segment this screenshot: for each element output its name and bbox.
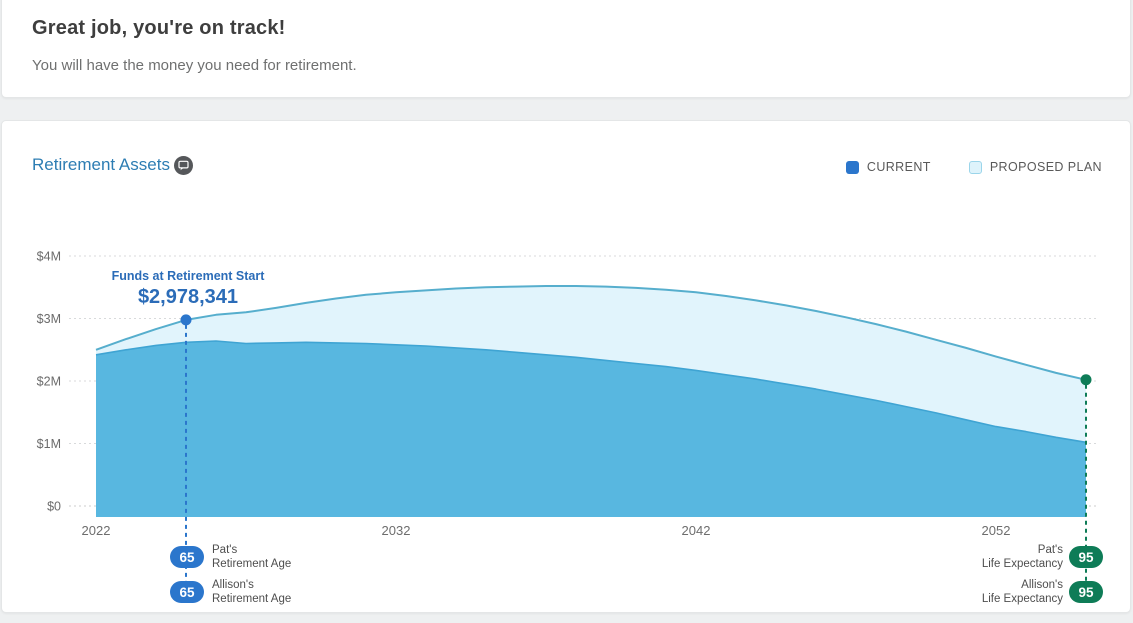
retirement-assets-chart[interactable]: $0 $1M $2M $3M $4M 2022 2032 2042 2052 bbox=[1, 241, 1133, 613]
funds-annotation-label: Funds at Retirement Start bbox=[111, 269, 265, 283]
x-tick-label: 2032 bbox=[382, 523, 411, 538]
x-tick-label: 2042 bbox=[682, 523, 711, 538]
chart-legend: CURRENT PROPOSED PLAN bbox=[845, 160, 1102, 174]
marker-label-line2: Retirement Age bbox=[212, 592, 292, 605]
marker-label-line2: Retirement Age bbox=[212, 557, 292, 570]
marker-label-line1: Allison's bbox=[1021, 579, 1063, 591]
proposed-plan-swatch-icon bbox=[968, 160, 982, 174]
status-subtitle: You will have the money you need for ret… bbox=[32, 57, 357, 74]
status-card: Great job, you're on track! You will hav… bbox=[1, 0, 1131, 98]
y-tick-label: $4M bbox=[37, 250, 61, 264]
pats-life-expectancy-label: Pat's Life Expectancy bbox=[982, 544, 1063, 571]
series-line-current bbox=[95, 340, 1087, 444]
badge-value: 95 bbox=[1078, 549, 1094, 565]
funds-annotation: Funds at Retirement Start $2,978,341 bbox=[62, 269, 314, 309]
marker-label-line1: Pat's bbox=[212, 544, 238, 556]
allisons-life-expectancy-label: Allison's Life Expectancy bbox=[982, 579, 1063, 606]
pats-life-expectancy-badge: 95 bbox=[1069, 546, 1103, 568]
x-tick-label: 2052 bbox=[982, 523, 1011, 538]
marker-dot bbox=[180, 314, 192, 326]
status-title: Great job, you're on track! bbox=[32, 17, 286, 39]
allisons-retirement-age-label: Allison's Retirement Age bbox=[212, 579, 291, 606]
chart-title: Retirement Assets bbox=[32, 155, 170, 174]
badge-value: 65 bbox=[179, 549, 195, 565]
legend-proposed-label: PROPOSED PLAN bbox=[989, 160, 1102, 174]
allisons-retirement-age-badge: 65 bbox=[170, 581, 204, 603]
marker-label-line2: Life Expectancy bbox=[981, 592, 1063, 605]
series-area-current bbox=[96, 341, 1086, 517]
marker-label-line1: Allison's bbox=[212, 579, 254, 591]
marker-dot bbox=[1080, 374, 1092, 386]
legend-item-proposed-plan[interactable]: PROPOSED PLAN bbox=[968, 160, 1102, 174]
y-tick-label: $2M bbox=[37, 375, 61, 389]
funds-annotation-value: $2,978,341 bbox=[137, 286, 239, 308]
comment-icon[interactable] bbox=[174, 156, 193, 175]
marker-label-line2: Life Expectancy bbox=[981, 557, 1063, 570]
legend-current-label: CURRENT bbox=[866, 160, 931, 174]
y-tick-label: $3M bbox=[37, 312, 61, 326]
retirement-assets-card: Retirement Assets CURRENT PROPOSED PLAN … bbox=[1, 120, 1131, 613]
x-tick-label: 2022 bbox=[82, 523, 111, 538]
badge-value: 65 bbox=[179, 584, 195, 600]
pats-retirement-age-badge: 65 bbox=[170, 546, 204, 568]
allisons-life-expectancy-badge: 95 bbox=[1069, 581, 1103, 603]
badge-value: 95 bbox=[1078, 584, 1094, 600]
legend-item-current[interactable]: CURRENT bbox=[845, 160, 931, 174]
pats-retirement-age-label: Pat's Retirement Age bbox=[212, 544, 291, 571]
current-swatch-icon bbox=[845, 160, 859, 174]
y-tick-label: $1M bbox=[37, 437, 61, 451]
marker-label-line1: Pat's bbox=[1037, 544, 1063, 556]
series-line-proposed-plan bbox=[95, 285, 1087, 381]
y-tick-label: $0 bbox=[47, 500, 61, 514]
